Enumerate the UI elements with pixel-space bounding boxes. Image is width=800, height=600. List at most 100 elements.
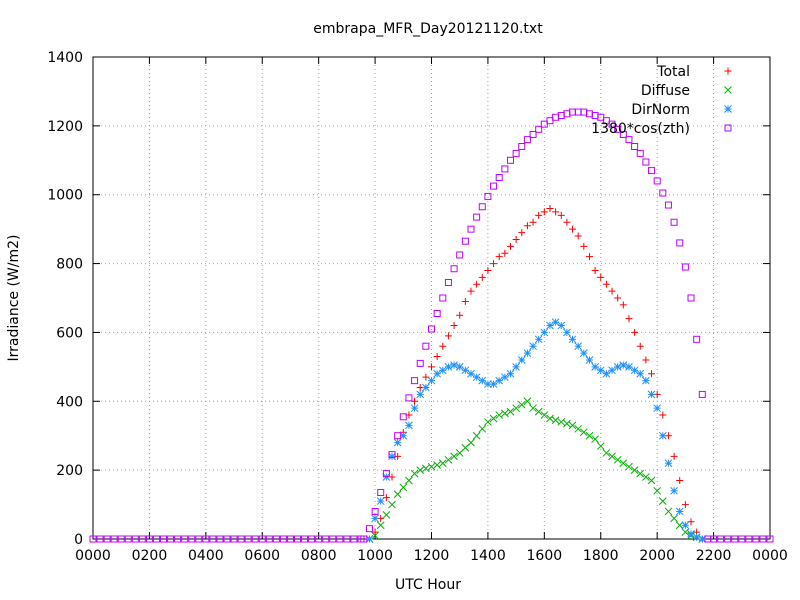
data-point [495,411,504,419]
data-point [416,390,425,399]
data-point [738,535,746,543]
y-axis-label: Irradiance (W/m2) [6,235,22,362]
y-tick-label: 400 [56,394,83,410]
data-point [388,500,396,509]
data-point [376,521,385,530]
data-point [642,158,650,166]
data-point [484,380,492,388]
data-point [681,521,690,530]
data-point [377,489,385,497]
data-point [585,356,594,364]
data-point [438,366,447,375]
data-point [506,156,514,164]
data-point [484,418,492,426]
legend-marker [724,105,732,113]
data-point [546,414,554,423]
data-point [410,404,419,413]
data-point [489,414,498,423]
data-point [535,211,543,219]
data-point [614,294,622,302]
data-point [495,174,503,181]
data-point [495,253,503,261]
data-point [484,192,492,200]
data-point [613,455,622,464]
data-point [382,511,391,519]
data-point [160,535,168,543]
data-point [659,189,667,197]
data-point [422,342,430,350]
data-point [467,225,475,233]
data-point [416,466,425,474]
data-point [244,535,252,543]
data-point [365,525,373,533]
data-point [630,466,639,474]
data-point [286,535,294,543]
data-point [490,182,498,190]
data-point [670,486,678,495]
data-point [188,535,196,543]
data-point [110,535,118,543]
data-point [619,361,628,369]
data-point [343,535,351,543]
data-point [675,507,684,516]
data-point [563,328,571,337]
legend-label: Total [656,64,690,80]
data-point [96,535,104,543]
data-point [433,461,441,469]
y-tick-label: 1000 [47,188,83,204]
data-point [501,249,509,257]
data-point [579,349,588,357]
data-point [659,411,667,419]
data-point [450,265,458,273]
data-point [411,377,419,385]
legend-label: DirNorm [631,102,690,118]
x-tick-label: 0000 [75,548,111,564]
data-point [444,455,453,464]
data-point [551,318,560,326]
data-point [439,294,447,302]
data-point [745,535,753,543]
data-point [625,136,633,144]
data-point [608,287,616,295]
data-point [399,483,408,492]
data-point [393,438,402,447]
data-point [410,469,419,478]
data-point [591,435,599,444]
data-point [138,535,146,543]
data-point [512,149,520,157]
data-point [500,409,509,418]
data-point [546,321,554,330]
data-point [552,208,560,216]
data-point [563,218,571,226]
data-point [557,418,566,426]
data-point [613,363,622,371]
data-point [602,369,611,378]
data-point [517,400,526,409]
data-point [350,535,358,543]
data-point [456,311,464,319]
data-point [500,373,509,382]
y-tick-label: 0 [74,532,83,548]
data-point [625,363,633,371]
legend-label: 1380*cos(zth) [591,121,690,137]
data-point [484,266,492,274]
data-point [495,376,504,385]
data-point [336,535,344,543]
data-point [717,535,725,543]
data-point [265,535,273,543]
data-point [450,361,458,369]
data-point [658,431,667,440]
y-tick-label: 800 [56,257,83,273]
x-tick-label: 0600 [244,548,280,564]
data-point [455,363,464,371]
data-point [647,476,656,485]
data-point [529,404,537,413]
data-point [642,376,650,385]
data-point [382,470,390,478]
data-point [580,242,588,250]
data-point [416,359,424,367]
data-point [664,201,672,209]
data-point [687,529,695,538]
data-point [710,535,718,543]
data-point [608,452,616,461]
